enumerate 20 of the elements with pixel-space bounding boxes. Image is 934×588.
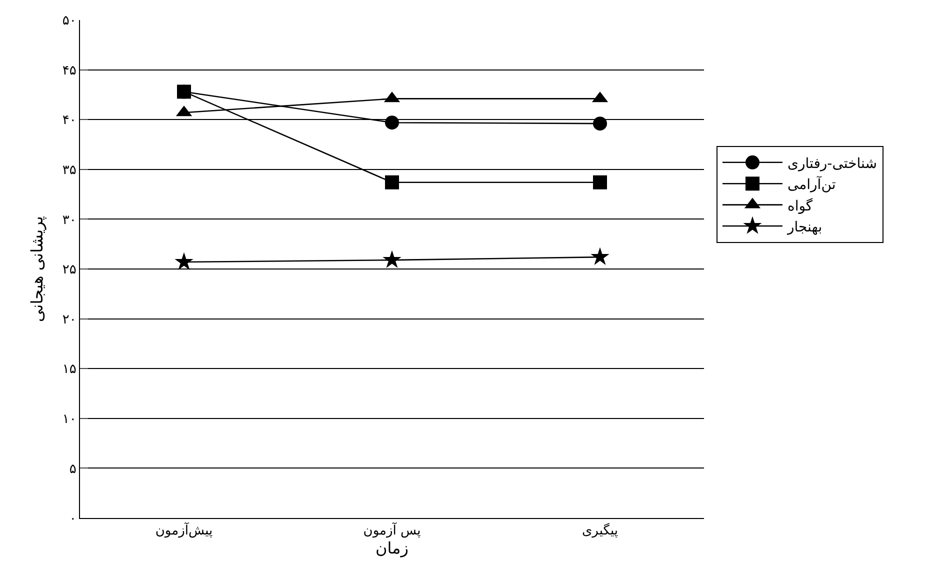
x-axis-title: زمان — [376, 538, 408, 558]
y-tick-label: ۳۰ — [62, 212, 76, 228]
x-tick-label: پیش‌آزمون — [155, 522, 213, 539]
y-tick-label: ۴۰ — [62, 113, 76, 128]
y-tick-label: ۲۵ — [62, 262, 76, 278]
y-tick-label: ۲۰ — [62, 312, 76, 328]
y-tick-label: ۵۰ — [62, 14, 76, 29]
x-tick-label: پس آزمون — [363, 522, 422, 539]
y-tick-label: ۳۵ — [62, 162, 76, 178]
legend-label: گواه — [787, 197, 813, 214]
legend-label: شناختی-رفتاری — [787, 156, 877, 172]
y-tick-label: ۱۰ — [62, 412, 76, 427]
legend-label: بهنجار — [786, 219, 822, 236]
x-tick-label: پیگیری — [582, 522, 618, 539]
y-axis-title: پریشانی هیجانی — [27, 216, 46, 322]
y-tick-label: ۱۵ — [62, 362, 76, 378]
legend-label: تن‌آرامی — [787, 175, 836, 194]
y-tick-label: ۰ — [69, 512, 76, 527]
y-tick-label: ۵ — [69, 462, 76, 477]
y-tick-label: ۴۵ — [62, 63, 76, 78]
